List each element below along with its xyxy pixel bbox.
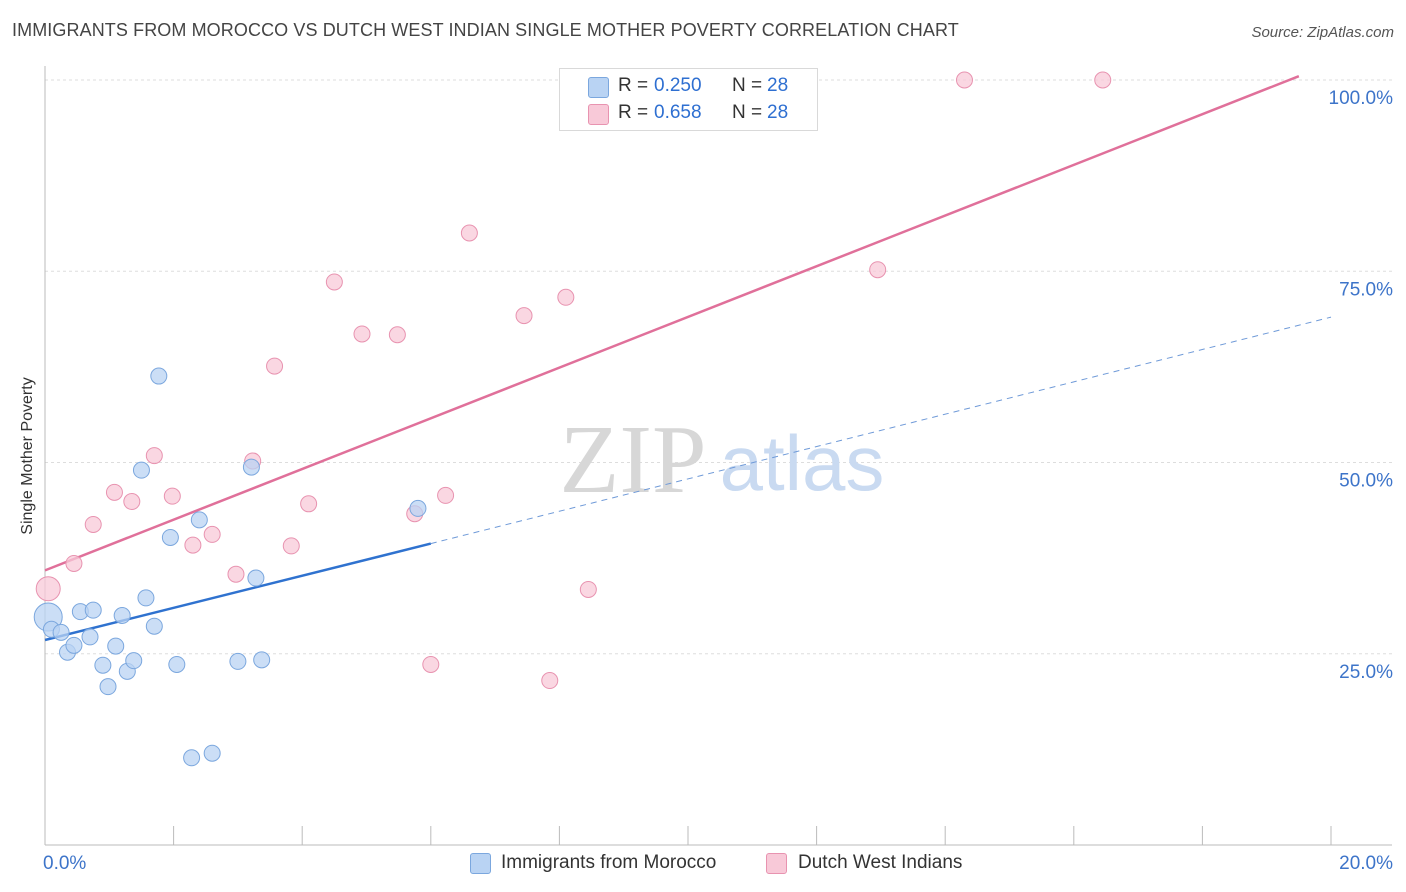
legend-r-value: 0.658	[654, 102, 702, 123]
data-point-morocco	[99, 678, 117, 696]
data-point-morocco	[247, 569, 265, 587]
data-point-dutch-west-indians	[84, 515, 102, 533]
data-point-morocco	[168, 655, 186, 673]
data-point-morocco	[190, 511, 208, 529]
data-point-dutch-west-indians	[557, 288, 575, 306]
y-tick-label: 75.0%	[1339, 279, 1393, 300]
data-point-dutch-west-indians	[227, 565, 245, 583]
data-point-dutch-west-indians	[184, 536, 202, 554]
y-tick-label: 50.0%	[1339, 471, 1393, 492]
data-point-morocco	[94, 656, 112, 674]
legend-swatch-blue	[588, 77, 609, 98]
data-point-dutch-west-indians	[123, 493, 141, 511]
data-point-morocco	[150, 367, 168, 385]
data-point-dutch-west-indians	[163, 487, 181, 505]
data-point-morocco	[132, 461, 150, 479]
data-point-morocco	[145, 617, 163, 635]
watermark-zip: ZIP	[560, 406, 707, 514]
zipatlas-watermark: ZIP atlas	[560, 406, 885, 514]
x-tick-label: 20.0%	[1339, 853, 1393, 874]
data-point-dutch-west-indians	[65, 554, 83, 572]
bottom-legend-swatch-blue	[470, 853, 491, 874]
y-tick-label: 25.0%	[1339, 662, 1393, 683]
tick-labels: 25.0% 50.0% 75.0% 100.0% 0.0% 20.0%	[43, 88, 1393, 874]
legend-r-value: 0.250	[654, 75, 702, 96]
data-point-dutch-west-indians	[869, 261, 887, 279]
trend-line-morocco	[44, 542, 432, 642]
axes	[44, 66, 1392, 846]
data-point-morocco	[409, 499, 427, 517]
data-point-dutch-west-indians	[282, 537, 300, 555]
legend-n-value: 28	[767, 102, 789, 123]
data-point-dutch-west-indians	[515, 307, 533, 325]
data-point-morocco	[125, 652, 143, 670]
data-point-morocco	[183, 749, 201, 767]
data-point-dutch-west-indians	[203, 525, 221, 543]
data-point-dutch-west-indians	[422, 655, 440, 673]
data-point-morocco	[229, 652, 247, 670]
data-point-morocco	[137, 589, 155, 607]
data-point-dutch-west-indians	[145, 447, 163, 465]
trend-lines	[44, 75, 1332, 642]
chart-title: IMMIGRANTS FROM MOROCCO VS DUTCH WEST IN…	[12, 20, 959, 40]
legend-n-label: N =	[732, 102, 763, 123]
data-point-dutch-west-indians	[300, 495, 318, 513]
data-point-dutch-west-indians	[1094, 71, 1112, 89]
data-point-morocco	[107, 637, 125, 655]
data-point-dutch-west-indians	[579, 580, 597, 598]
data-point-dutch-west-indians	[437, 486, 455, 504]
bottom-legend-label: Dutch West Indians	[798, 852, 963, 873]
watermark-atlas: atlas	[720, 419, 885, 507]
data-point-dutch-west-indians	[353, 325, 371, 343]
data-point-dutch-west-indians	[35, 576, 61, 602]
bottom-legend-label: Immigrants from Morocco	[501, 852, 717, 873]
data-point-morocco	[52, 623, 70, 641]
data-point-dutch-west-indians	[460, 224, 478, 242]
legend-r-label: R =	[618, 102, 649, 123]
stats-legend: R = 0.250 N = 28 R = 0.658 N = 28	[559, 68, 818, 131]
legend-n-label: N =	[732, 75, 763, 96]
data-points	[33, 71, 1112, 767]
data-point-morocco	[81, 628, 99, 646]
source-credit: Source: ZipAtlas.com	[1251, 24, 1394, 41]
trend-line-dutch-west-indians	[44, 75, 1300, 572]
y-axis-label: Single Mother Poverty	[19, 377, 36, 535]
data-point-morocco	[65, 636, 83, 654]
x-tick-label: 0.0%	[43, 853, 86, 874]
legend-row-morocco: R = 0.250 N = 28	[560, 75, 817, 99]
data-point-dutch-west-indians	[105, 483, 123, 501]
legend-swatch-pink	[588, 104, 609, 125]
legend-r-label: R =	[618, 75, 649, 96]
data-point-dutch-west-indians	[325, 273, 343, 291]
data-point-morocco	[84, 601, 102, 619]
y-tick-label: 100.0%	[1329, 88, 1394, 109]
data-point-morocco	[242, 458, 260, 476]
bottom-legend-swatch-pink	[766, 853, 787, 874]
data-point-morocco	[203, 744, 221, 762]
grid-lines	[45, 79, 1392, 655]
data-point-morocco	[161, 528, 179, 546]
data-point-dutch-west-indians	[955, 71, 973, 89]
data-point-morocco	[253, 651, 271, 669]
data-point-dutch-west-indians	[388, 326, 406, 344]
legend-row-dutch-west-indians: R = 0.658 N = 28	[560, 102, 817, 126]
legend-n-value: 28	[767, 75, 789, 96]
data-point-dutch-west-indians	[266, 357, 284, 375]
data-point-dutch-west-indians	[541, 672, 559, 690]
data-point-morocco	[113, 607, 131, 624]
trend-line-morocco-projected	[430, 316, 1332, 545]
